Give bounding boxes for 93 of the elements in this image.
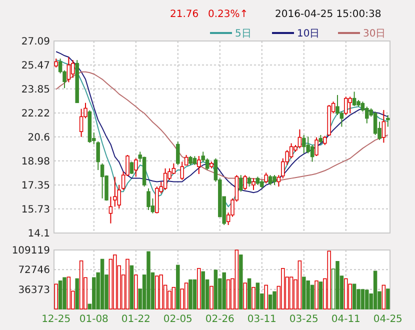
candlestick	[314, 136, 318, 156]
bar	[75, 278, 79, 310]
candlestick	[247, 176, 252, 188]
candlestick	[365, 106, 369, 124]
candlestick	[100, 162, 104, 199]
bar	[352, 284, 356, 310]
candlestick	[197, 155, 201, 175]
candlestick	[180, 161, 184, 180]
candlestick	[268, 174, 272, 186]
y-tick-label: 109119	[12, 246, 50, 256]
y-tick-label: 22.22	[21, 108, 50, 120]
candlestick	[243, 174, 247, 190]
y-tick-label: 27.09	[21, 36, 50, 48]
bar	[130, 265, 134, 310]
bar	[360, 289, 365, 310]
candlestick	[306, 136, 310, 154]
bar	[310, 284, 314, 310]
candlestick	[264, 172, 268, 184]
y-tick-label: 14.1	[28, 228, 50, 240]
candlestick	[382, 110, 386, 144]
candlestick	[146, 188, 150, 210]
candlestick	[373, 111, 378, 136]
candlestick	[108, 196, 113, 224]
candlestick	[79, 108, 84, 138]
candlestick	[323, 135, 327, 146]
x-tick-label: 03-11	[247, 314, 276, 325]
bar	[192, 279, 197, 310]
bar	[386, 288, 390, 310]
x-tick-label: 04-11	[331, 314, 360, 325]
legend-label: 10日	[297, 28, 320, 40]
candlestick	[272, 174, 276, 186]
legend-label: 30日	[363, 28, 386, 40]
candlestick	[310, 144, 314, 162]
candlestick	[386, 114, 390, 128]
candlestick	[344, 96, 348, 116]
bar	[222, 272, 226, 310]
y-tick-label: 25.47	[21, 60, 50, 72]
candlestick	[188, 155, 192, 166]
candlestick	[113, 176, 117, 208]
bar	[62, 277, 66, 310]
candlestick	[134, 158, 138, 178]
candlestick	[252, 178, 256, 190]
y-tick-label: 72746	[18, 265, 50, 276]
bar	[58, 280, 62, 310]
candlestick	[130, 161, 134, 175]
bar	[247, 278, 252, 310]
bar	[318, 282, 323, 310]
text: 21.76	[170, 9, 199, 20]
bar	[306, 280, 310, 310]
candlestick	[298, 128, 302, 149]
bar	[373, 270, 378, 310]
candlestick	[276, 174, 281, 188]
bar	[272, 291, 276, 310]
bar	[336, 261, 340, 310]
bar	[201, 271, 205, 310]
bar	[146, 251, 150, 310]
x-tick-label: 01-08	[79, 314, 108, 325]
bar	[239, 254, 243, 310]
candlestick	[302, 134, 306, 154]
legend-label: 5日	[235, 28, 252, 40]
bar	[188, 279, 192, 310]
y-tick-label: 20.6	[28, 132, 50, 144]
candlestick	[289, 142, 294, 159]
candlestick	[205, 158, 210, 171]
y-tick-label: 36373	[18, 284, 50, 296]
y-tick-label: 18.98	[21, 156, 50, 168]
bar	[302, 276, 306, 310]
candlestick	[163, 168, 168, 190]
bar	[268, 294, 272, 310]
x-tick-label: 04-25	[373, 314, 402, 325]
bar	[214, 270, 218, 310]
candlestick	[172, 162, 176, 175]
bar	[256, 282, 260, 310]
bar	[176, 264, 180, 310]
candlestick	[176, 141, 180, 166]
candlestick	[66, 56, 71, 83]
bar	[100, 258, 104, 310]
x-tick-label: 02-05	[163, 314, 192, 325]
y-tick-label: 15.73	[21, 204, 50, 216]
candlestick	[71, 60, 75, 78]
x-tick-label: 02-26	[205, 314, 234, 325]
candlestick	[348, 96, 352, 114]
x-tick-label: 01-22	[121, 314, 150, 325]
x-tick-label: 03-25	[289, 314, 318, 325]
text: 0.23%↑	[208, 9, 248, 20]
candlestick	[239, 174, 243, 192]
x-tick-label: 12-25	[42, 314, 71, 325]
bar	[365, 290, 369, 310]
y-tick-label: 23.85	[21, 84, 50, 96]
candlestick	[184, 154, 188, 166]
candlestick	[352, 91, 356, 107]
text: 2016-04-25 15:00:38	[275, 9, 382, 20]
y-tick-label: 17.35	[21, 180, 50, 192]
